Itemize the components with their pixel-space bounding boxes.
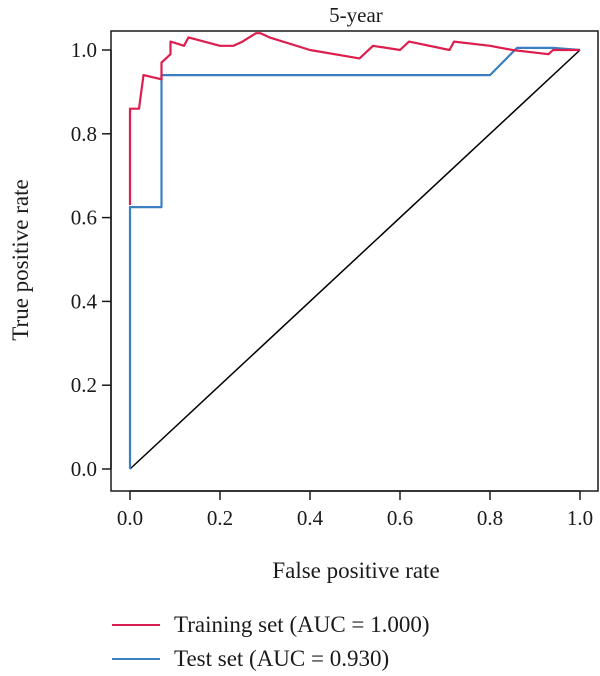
y-axis: 0.0 0.2 0.4 0.6 0.8 1.0 — [71, 38, 112, 481]
x-axis: 0.0 0.2 0.4 0.6 0.8 1.0 — [117, 490, 593, 530]
plot-frame — [110, 30, 599, 492]
y-tick-label: 1.0 — [71, 38, 97, 62]
reference-diagonal-line — [129, 49, 581, 470]
legend-label-test: Test set (AUC = 0.930) — [174, 646, 390, 671]
x-tick-label: 0.8 — [477, 506, 503, 530]
legend-item-test: Test set (AUC = 0.930) — [112, 642, 532, 676]
legend-label-training: Training set (AUC = 1.000) — [174, 612, 430, 637]
y-tick-label: 0.4 — [71, 289, 98, 313]
y-tick-label: 0.6 — [71, 206, 97, 230]
training-set-line — [128, 32, 580, 205]
x-tick-label: 0.4 — [297, 506, 324, 530]
series-layer — [128, 32, 581, 470]
x-tick-label: 0.2 — [207, 506, 233, 530]
legend: Training set (AUC = 1.000) Test set (AUC… — [112, 608, 532, 676]
x-tick-label: 0.0 — [117, 506, 143, 530]
legend-swatch-test — [112, 658, 160, 660]
legend-swatch-training — [112, 624, 160, 626]
y-tick-label: 0.8 — [71, 122, 97, 146]
y-axis-title: True positive rate — [8, 179, 33, 340]
x-tick-label: 1.0 — [567, 506, 593, 530]
roc-chart: 5-year 0.0 0.2 0.4 0.6 0.8 1.0 0.00.20.40.60.… — [8, 3, 599, 583]
y-tick-label: 0.0 — [71, 457, 97, 481]
legend-item-training: Training set (AUC = 1.000) — [112, 608, 532, 642]
x-axis-title: False positive rate — [272, 558, 439, 583]
test-set-line — [128, 46, 581, 469]
chart-title: 5-year — [329, 3, 383, 27]
y-tick-label: 0.2 — [71, 373, 97, 397]
x-tick-label: 0.6 — [387, 506, 413, 530]
